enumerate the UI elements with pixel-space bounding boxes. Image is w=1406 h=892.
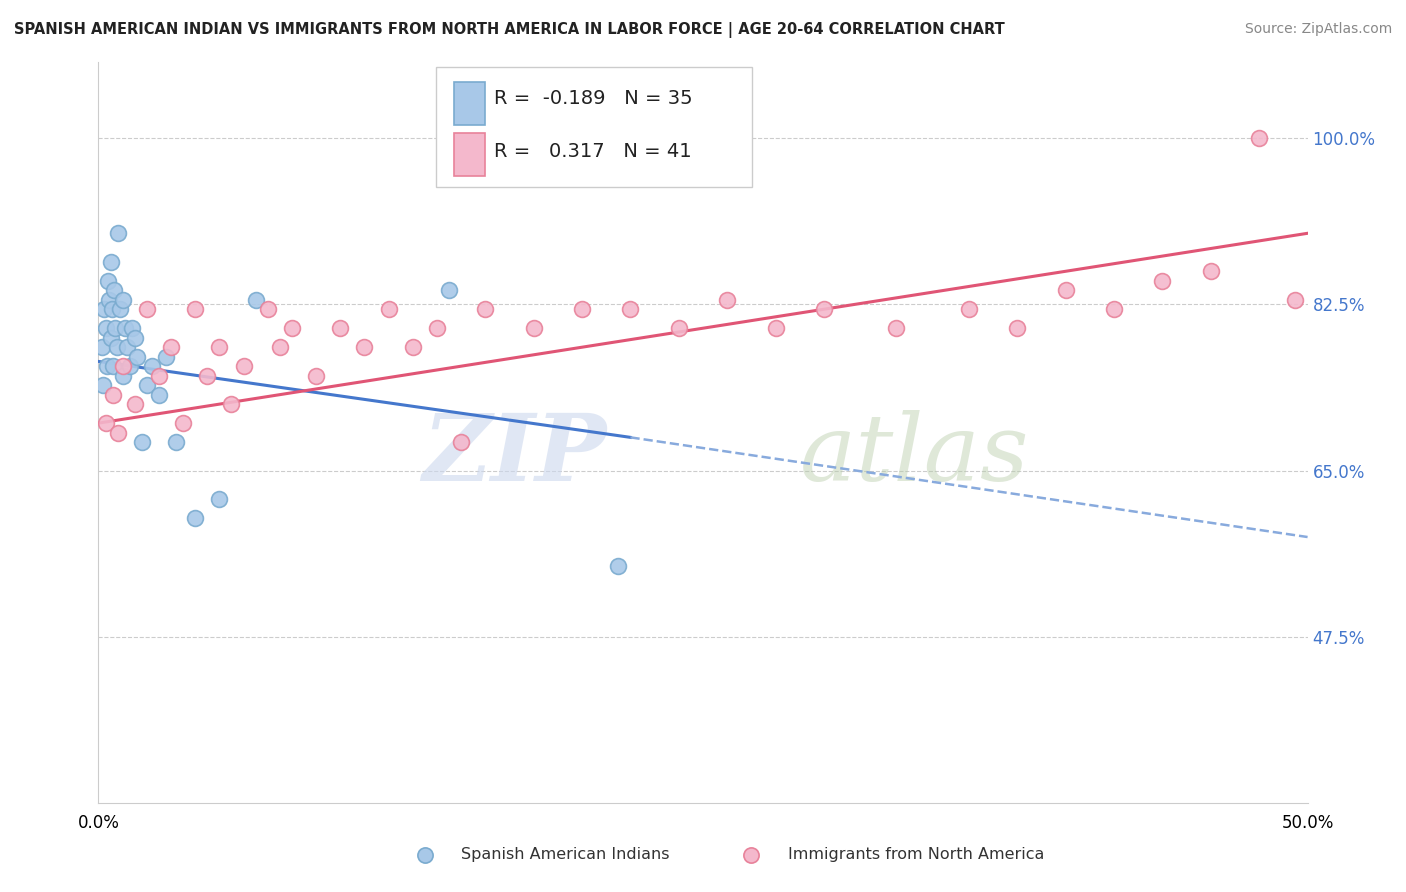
Point <box>103 283 125 297</box>
Point <box>160 340 183 354</box>
Point <box>523 321 546 335</box>
Point <box>426 321 449 335</box>
Point <box>195 368 218 383</box>
Text: ZIP: ZIP <box>422 409 606 500</box>
Point <box>111 359 134 374</box>
Point <box>108 302 131 317</box>
Point <box>101 359 124 374</box>
Text: Source: ZipAtlas.com: Source: ZipAtlas.com <box>1244 22 1392 37</box>
Point <box>148 368 170 383</box>
Point <box>281 321 304 335</box>
Point <box>1152 274 1174 288</box>
Point <box>813 302 835 317</box>
Point <box>148 387 170 401</box>
Point <box>172 416 194 430</box>
Point <box>245 293 267 307</box>
Text: atlas: atlas <box>800 409 1029 500</box>
Point <box>107 227 129 241</box>
Point <box>957 302 980 317</box>
Point <box>94 416 117 430</box>
Text: Spanish American Indians: Spanish American Indians <box>461 847 669 863</box>
Point <box>353 340 375 354</box>
Point <box>93 302 115 317</box>
Point <box>329 321 352 335</box>
Point <box>117 340 139 354</box>
Point <box>716 293 738 307</box>
Point <box>668 321 690 335</box>
Point <box>208 340 231 354</box>
Point <box>184 511 207 525</box>
Point <box>619 302 641 317</box>
Point <box>141 359 163 374</box>
Point <box>155 350 177 364</box>
Point <box>118 359 141 374</box>
Point <box>100 331 122 345</box>
Point <box>124 397 146 411</box>
Point <box>124 331 146 345</box>
Text: R =   0.317   N = 41: R = 0.317 N = 41 <box>494 142 692 161</box>
Point <box>97 274 120 288</box>
Point <box>1007 321 1029 335</box>
Point <box>1284 293 1306 307</box>
Point <box>571 302 593 317</box>
Point <box>765 321 787 335</box>
Point <box>1054 283 1077 297</box>
Point <box>607 558 630 573</box>
Point <box>91 340 114 354</box>
Point <box>104 321 127 335</box>
Point <box>221 397 243 411</box>
Text: Immigrants from North America: Immigrants from North America <box>787 847 1045 863</box>
Point <box>305 368 328 383</box>
Point <box>127 350 149 364</box>
Point <box>437 283 460 297</box>
Point <box>105 340 128 354</box>
Point <box>165 435 187 450</box>
Point <box>1199 264 1222 278</box>
Point <box>232 359 254 374</box>
Point <box>111 368 134 383</box>
Point <box>377 302 399 317</box>
Text: R =  -0.189   N = 35: R = -0.189 N = 35 <box>494 88 692 108</box>
Point <box>114 321 136 335</box>
Point <box>1249 131 1271 145</box>
Point <box>402 340 425 354</box>
Point <box>474 302 496 317</box>
Point <box>256 302 278 317</box>
Point <box>100 302 122 317</box>
Point <box>269 340 291 354</box>
Point <box>131 435 153 450</box>
Point <box>100 254 122 268</box>
Point <box>107 425 129 440</box>
Point <box>96 359 118 374</box>
Point <box>184 302 207 317</box>
Point <box>1102 302 1125 317</box>
Point <box>135 302 157 317</box>
Point <box>121 321 143 335</box>
Point <box>886 321 908 335</box>
Text: SPANISH AMERICAN INDIAN VS IMMIGRANTS FROM NORTH AMERICA IN LABOR FORCE | AGE 20: SPANISH AMERICAN INDIAN VS IMMIGRANTS FR… <box>14 22 1005 38</box>
Point <box>98 293 121 307</box>
Point <box>94 321 117 335</box>
Point <box>208 491 231 506</box>
Point <box>450 435 472 450</box>
Point <box>135 378 157 392</box>
Point <box>101 387 124 401</box>
Point <box>91 378 114 392</box>
Point <box>111 293 134 307</box>
